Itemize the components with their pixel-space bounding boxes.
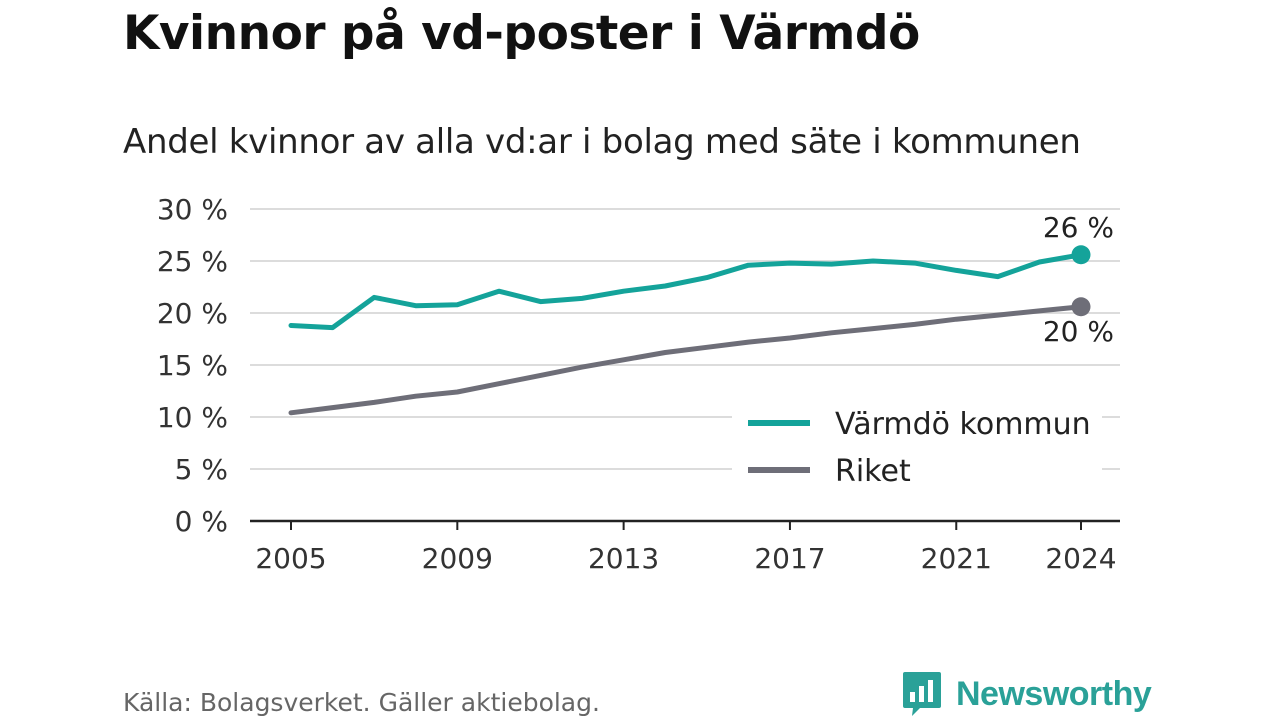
brand-logo: Newsworthy (902, 670, 1152, 718)
x-tick-label: 2005 (255, 542, 326, 575)
y-tick-label: 20 % (157, 297, 228, 330)
gridlines (250, 208, 1120, 470)
y-tick-label: 10 % (157, 401, 228, 434)
series-end-point-0 (1071, 245, 1091, 265)
series-line-1 (288, 304, 1084, 416)
series-lines: 26 % 20 % (288, 211, 1114, 416)
y-tick-label: 25 % (157, 245, 228, 278)
x-axis: 2005 2009 2013 2017 2021 2024 (250, 519, 1120, 575)
y-tick-label: 0 % (175, 505, 228, 538)
bar-chart-speech-bubble-icon (903, 672, 941, 716)
chart-subtitle: Andel kvinnor av alla vd:ar i bolag med … (123, 122, 1081, 162)
source-note: Källa: Bolagsverket. Gäller aktiebolag. (123, 688, 600, 717)
chart-title: Kvinnor på vd-poster i Värmdö (123, 6, 920, 61)
x-tick-label: 2009 (422, 542, 493, 575)
x-tick-label: 2024 (1045, 542, 1116, 575)
x-tick-label: 2013 (588, 542, 659, 575)
brand-name: Newsworthy (956, 674, 1152, 713)
legend-label: Riket (835, 454, 911, 489)
series-end-point-1 (1071, 297, 1091, 317)
x-tick-label: 2021 (921, 542, 992, 575)
y-tick-label: 15 % (157, 349, 228, 382)
series-line-0 (288, 252, 1084, 331)
legend: Värmdö kommun Riket (732, 396, 1102, 506)
legend-label: Värmdö kommun (835, 407, 1091, 442)
end-value-label: 26 % (1043, 211, 1114, 244)
x-tick-label: 2017 (754, 542, 825, 575)
end-value-label: 20 % (1043, 315, 1114, 348)
y-tick-label: 5 % (175, 453, 228, 486)
legend-background (732, 396, 1102, 506)
y-tick-label: 30 % (157, 193, 228, 226)
y-axis-ticks: 0 % 5 % 10 % 15 % 20 % 25 % 30 % (157, 193, 228, 538)
